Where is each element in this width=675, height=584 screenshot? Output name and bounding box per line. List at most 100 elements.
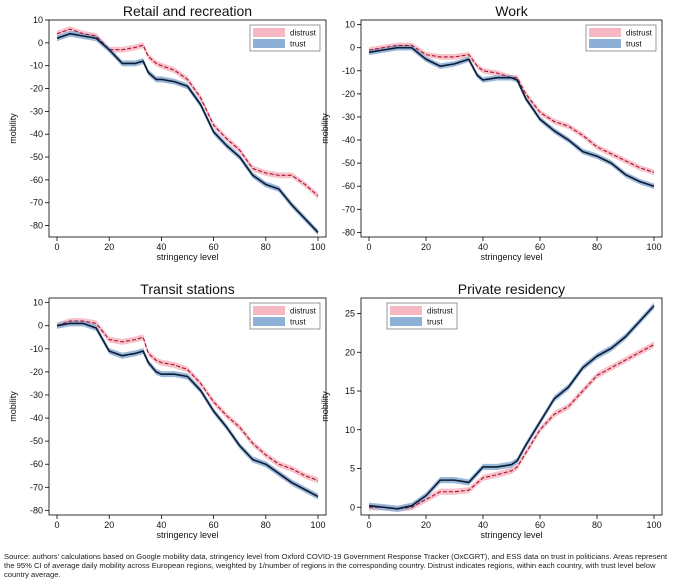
line-distrust	[368, 44, 655, 173]
y-tick-label: 0	[38, 38, 43, 48]
x-tick-label: 100	[310, 242, 325, 252]
panel-4: Private residency 0 20 40 60 80 100 0 5 10 15 20 25 s…	[320, 281, 663, 540]
legend-label-trust: trust	[290, 318, 306, 327]
y-tick-label: -80	[30, 221, 43, 231]
line-trust	[368, 46, 655, 187]
plot-frame	[48, 297, 327, 516]
x-tick-label: 40	[478, 242, 488, 252]
y-tick-label: -10	[30, 61, 43, 71]
y-tick-label: 10	[33, 298, 43, 308]
y-tick-label: 20	[345, 347, 355, 357]
legend: distrust trust	[585, 24, 657, 52]
band-distrust	[369, 42, 654, 176]
y-tick-label: 10	[345, 20, 355, 30]
y-tick-label: -30	[30, 106, 43, 116]
panel-title: Retail and recreation	[123, 3, 252, 19]
plot-frame	[360, 19, 663, 238]
x-tick-label: 60	[209, 520, 219, 530]
y-axis-label: mobility	[8, 391, 18, 422]
line-distrust	[369, 344, 655, 510]
y-tick-label: -10	[30, 344, 43, 354]
legend-swatch-trust	[253, 39, 285, 48]
y-tick-label: -50	[342, 158, 355, 168]
y-tick-label: 0	[350, 43, 355, 53]
legend: distrust trust	[249, 24, 321, 52]
panel-title: Work	[495, 3, 528, 19]
panel-title: Private residency	[458, 281, 565, 297]
line-trust	[56, 322, 319, 498]
x-axis-label: stringency level	[156, 252, 218, 262]
y-tick-label: 0	[38, 321, 43, 331]
x-tick-label: 60	[535, 242, 545, 252]
y-tick-label: 10	[33, 15, 43, 25]
legend-label-trust: trust	[427, 318, 443, 327]
line-distrust	[56, 28, 319, 197]
x-tick-label: 20	[104, 242, 114, 252]
band-trust	[369, 302, 654, 512]
x-tick-label: 0	[54, 242, 59, 252]
x-tick-label: 0	[366, 520, 371, 530]
legend-swatch-distrust	[253, 28, 285, 37]
x-axis-label: stringency level	[156, 530, 218, 540]
plot-frame	[360, 297, 663, 516]
y-tick-label: -30	[342, 112, 355, 122]
legend-label-distrust: distrust	[290, 29, 317, 38]
y-tick-label: -80	[342, 227, 355, 237]
x-tick-label: 0	[366, 242, 371, 252]
legend-swatch-trust	[390, 317, 422, 326]
y-axis-label: mobility	[8, 113, 18, 144]
x-axis-label: stringency level	[480, 530, 542, 540]
y-axis-label: mobility	[320, 113, 330, 144]
plot-frame	[48, 19, 327, 238]
x-tick-label: 40	[478, 520, 488, 530]
legend-label-trust: trust	[290, 40, 306, 49]
y-tick-label: -20	[30, 367, 43, 377]
band-distrust	[369, 341, 654, 512]
line-trust	[56, 32, 319, 233]
x-tick-label: 20	[421, 242, 431, 252]
x-tick-label: 80	[261, 520, 271, 530]
legend-label-distrust: distrust	[427, 307, 454, 316]
x-tick-label: 40	[156, 242, 166, 252]
y-tick-label: -20	[342, 89, 355, 99]
y-tick-label: -80	[30, 505, 43, 515]
band-trust	[369, 44, 654, 189]
y-tick-label: -50	[30, 436, 43, 446]
y-tick-label: 15	[345, 386, 355, 396]
x-tick-label: 0	[54, 520, 59, 530]
y-tick-label: -40	[30, 413, 43, 423]
line-trust	[368, 305, 655, 510]
legend-swatch-distrust	[253, 306, 285, 315]
y-tick-label: 25	[345, 309, 355, 319]
x-tick-label: 100	[646, 520, 661, 530]
x-tick-label: 100	[310, 520, 325, 530]
y-tick-label: 10	[345, 425, 355, 435]
y-tick-label: -50	[30, 152, 43, 162]
x-tick-label: 80	[261, 242, 271, 252]
legend-swatch-trust	[589, 39, 621, 48]
y-axis-label: mobility	[320, 391, 330, 422]
y-tick-label: -60	[342, 181, 355, 191]
y-tick-label: -70	[342, 204, 355, 214]
band-distrust	[57, 318, 318, 484]
legend: distrust trust	[386, 302, 458, 330]
legend-label-distrust: distrust	[290, 307, 317, 316]
band-trust	[57, 320, 318, 500]
y-tick-label: -30	[30, 390, 43, 400]
legend-label-trust: trust	[626, 40, 642, 49]
y-tick-label: -10	[342, 66, 355, 76]
x-tick-label: 20	[104, 520, 114, 530]
legend: distrust trust	[249, 302, 321, 330]
band-trust	[57, 30, 318, 236]
x-tick-label: 20	[421, 520, 431, 530]
y-tick-label: 0	[350, 502, 355, 512]
line-distrust	[56, 320, 319, 481]
x-tick-label: 100	[646, 242, 661, 252]
x-tick-label: 80	[592, 242, 602, 252]
x-tick-label: 40	[156, 520, 166, 530]
source-note: Source: authors' calculations based on G…	[4, 552, 668, 579]
